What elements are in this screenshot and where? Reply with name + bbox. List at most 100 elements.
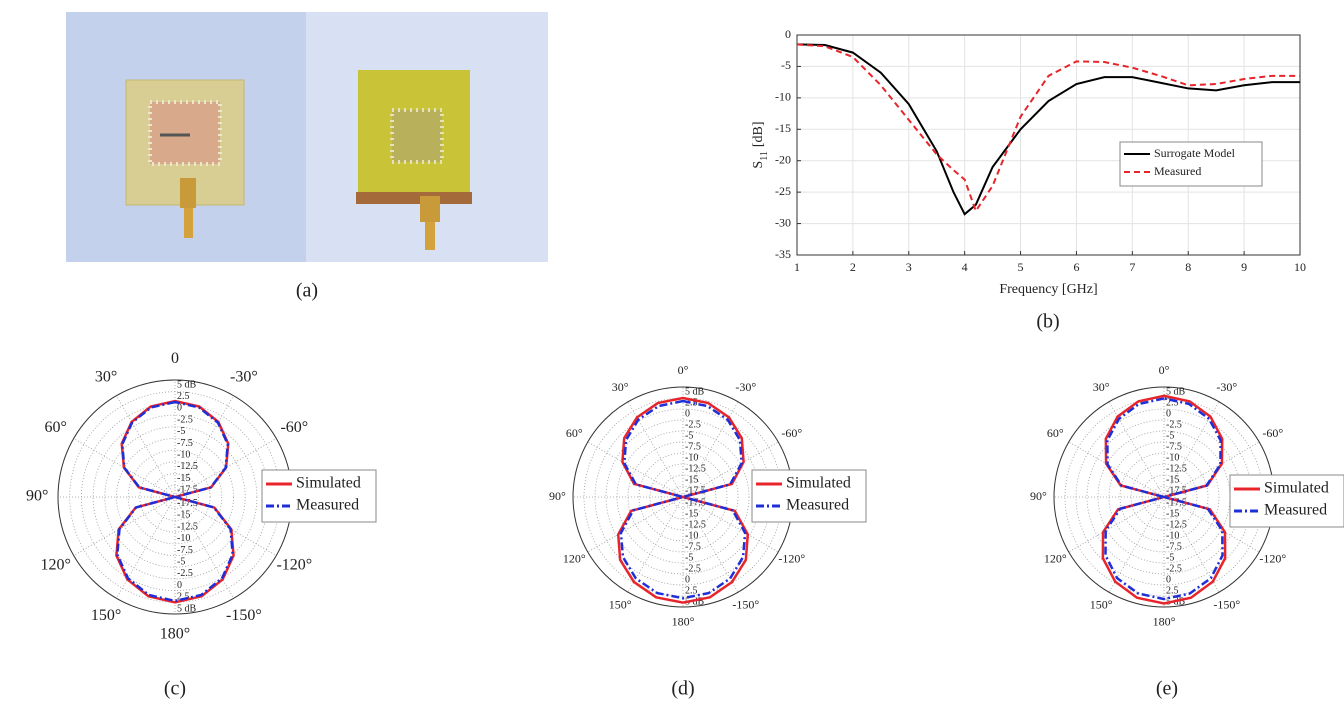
r-tick-label: 0 [177, 580, 182, 591]
r-tick-label: -10 [1166, 530, 1179, 541]
patch [148, 100, 222, 166]
r-tick-label: -12.5 [685, 463, 706, 474]
theta-tick-label: 30° [612, 380, 629, 394]
connector-pin [425, 222, 435, 250]
grid-circle [151, 473, 199, 521]
grid-spoke [682, 496, 779, 553]
grid-spoke [682, 401, 739, 498]
r-tick-label: -15 [177, 473, 190, 484]
theta-tick-label: 60° [1047, 426, 1064, 440]
theta-tick-label: -150° [1213, 598, 1240, 612]
y-tick-label: 0 [785, 27, 791, 41]
legend-label: Measured [296, 497, 359, 514]
y-tick-label: -35 [775, 247, 791, 261]
y-tick-label: -15 [775, 121, 791, 135]
series-line [1104, 397, 1224, 601]
legend-label: Measured [786, 497, 849, 514]
grid-spoke [587, 496, 684, 553]
grid-spoke [682, 441, 779, 498]
caption: (c) [164, 678, 186, 700]
x-tick-label: 8 [1185, 260, 1191, 274]
r-tick-label: -15 [685, 508, 698, 519]
y-tick-label: -30 [775, 215, 791, 229]
legend-label: Simulated [786, 475, 851, 492]
grid-spoke [1163, 441, 1260, 498]
r-tick-label: 2.5 [685, 585, 698, 596]
r-tick-label: -10 [685, 530, 698, 541]
y-tick-label: -10 [775, 90, 791, 104]
r-tick-label: -5 [1166, 430, 1174, 441]
legend-label: Simulated [1264, 480, 1329, 497]
x-tick-label: 6 [1073, 260, 1079, 274]
theta-tick-label: -60° [280, 419, 308, 436]
theta-tick-label: 120° [563, 552, 586, 566]
r-tick-label: -12.5 [1166, 463, 1187, 474]
r-tick-label: -5 [177, 556, 185, 567]
legend-box [261, 469, 377, 523]
grid-spoke [1163, 496, 1260, 553]
grid-circle [660, 474, 706, 520]
r-tick-label: -10 [177, 449, 190, 460]
caption: (b) [1036, 311, 1059, 333]
r-tick-label: -12.5 [1166, 519, 1187, 530]
r-tick-label: -17.5 [1166, 485, 1187, 496]
r-tick-label: 2.5 [177, 592, 190, 603]
r-tick-label: -12.5 [177, 461, 198, 472]
grid-circle [127, 449, 223, 545]
theta-tick-label: -120° [1259, 552, 1286, 566]
theta-tick-label: 90° [1030, 489, 1047, 503]
x-tick-label: 4 [962, 260, 968, 274]
grid-spoke [1163, 401, 1220, 498]
r-tick-label: -10 [1166, 452, 1179, 463]
x-tick-label: 1 [794, 260, 800, 274]
r-tick-label: -2.5 [177, 414, 193, 425]
r-tick-label: 2.5 [177, 391, 190, 402]
r-tick-label: -10 [177, 533, 190, 544]
series-line [796, 43, 1300, 216]
r-tick-label: -2.5 [1166, 419, 1182, 430]
y-axis-label: S11 [dB] [751, 121, 770, 168]
r-tick-label: -2.5 [685, 419, 701, 430]
y-axis-label-part: [dB] [751, 121, 766, 147]
connector [180, 178, 196, 208]
r-tick-label: -5 [1166, 552, 1174, 563]
r-tick-label: 0 [1166, 408, 1171, 419]
series-line [616, 396, 750, 604]
r-tick-label: -5 [685, 552, 693, 563]
grid-spoke [1108, 496, 1165, 593]
x-tick-label: 7 [1129, 260, 1135, 274]
theta-tick-label: 150° [609, 598, 632, 612]
r-tick-label: 0 [685, 408, 690, 419]
r-tick-label: -17.5 [177, 498, 198, 509]
theta-tick-label: 90° [549, 489, 566, 503]
theta-tick-label: -120° [778, 552, 805, 566]
caption: (d) [671, 678, 694, 700]
r-tick-label: -7.5 [1166, 541, 1182, 552]
r-tick-label: -2.5 [1166, 563, 1182, 574]
x-tick-label: 9 [1241, 260, 1247, 274]
series-line [116, 400, 234, 603]
grid-spoke [1068, 496, 1165, 553]
legend-label: Surrogate Model [1154, 146, 1236, 160]
r-tick-label: 5 dB [177, 379, 197, 390]
x-tick-label: 3 [906, 260, 912, 274]
theta-tick-label: 180° [1153, 614, 1176, 628]
r-tick-label: 5 dB [1166, 386, 1186, 397]
photo: (a) [66, 12, 548, 302]
legend-box [751, 469, 867, 523]
r-tick-label: 5 dB [685, 596, 705, 607]
series-line [619, 399, 747, 600]
grid-circle [1119, 452, 1209, 542]
caption: (e) [1156, 678, 1178, 700]
r-tick-label: 2.5 [685, 397, 698, 408]
r-tick-label: -10 [685, 452, 698, 463]
grid-circle [116, 438, 234, 556]
plot-frame [796, 34, 1301, 256]
theta-tick-label: -30° [230, 368, 258, 385]
r-tick-label: -17.5 [1166, 497, 1187, 508]
x-tick-label: 10 [1294, 260, 1306, 274]
grid-spoke [627, 496, 684, 593]
connector-pin [184, 208, 193, 238]
grid-circle [638, 452, 728, 542]
